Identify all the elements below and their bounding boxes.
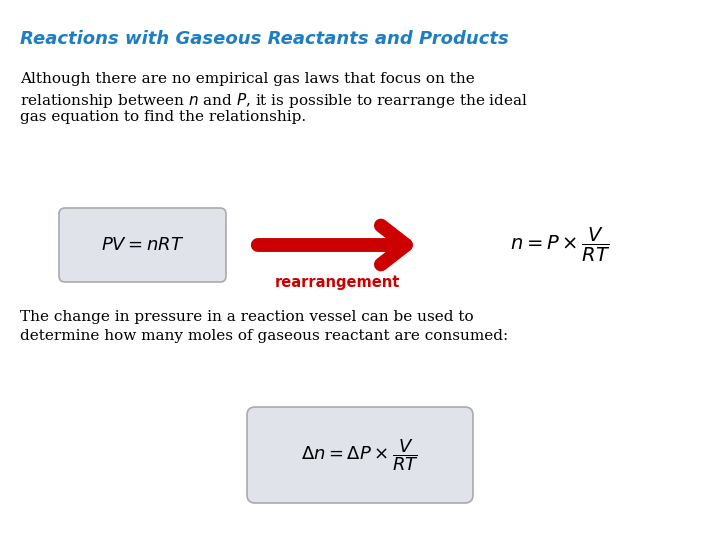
Text: $PV = nRT$: $PV = nRT$	[101, 236, 184, 254]
Text: Reactions with Gaseous Reactants and Products: Reactions with Gaseous Reactants and Pro…	[20, 30, 509, 48]
Text: rearrangement: rearrangement	[275, 275, 400, 290]
Text: Although there are no empirical gas laws that focus on the: Although there are no empirical gas laws…	[20, 72, 474, 86]
Text: gas equation to find the relationship.: gas equation to find the relationship.	[20, 110, 306, 124]
Text: $n = P\times\dfrac{V}{RT}$: $n = P\times\dfrac{V}{RT}$	[510, 226, 611, 264]
Text: determine how many moles of gaseous reactant are consumed:: determine how many moles of gaseous reac…	[20, 329, 508, 343]
FancyBboxPatch shape	[247, 407, 473, 503]
FancyBboxPatch shape	[59, 208, 226, 282]
FancyArrowPatch shape	[258, 226, 406, 265]
Text: relationship between $n$ and $P$, it is possible to rearrange the ideal: relationship between $n$ and $P$, it is …	[20, 91, 528, 110]
Text: $\Delta n = \Delta P\times\dfrac{V}{RT}$: $\Delta n = \Delta P\times\dfrac{V}{RT}$	[301, 437, 419, 473]
Text: The change in pressure in a reaction vessel can be used to: The change in pressure in a reaction ves…	[20, 310, 474, 324]
